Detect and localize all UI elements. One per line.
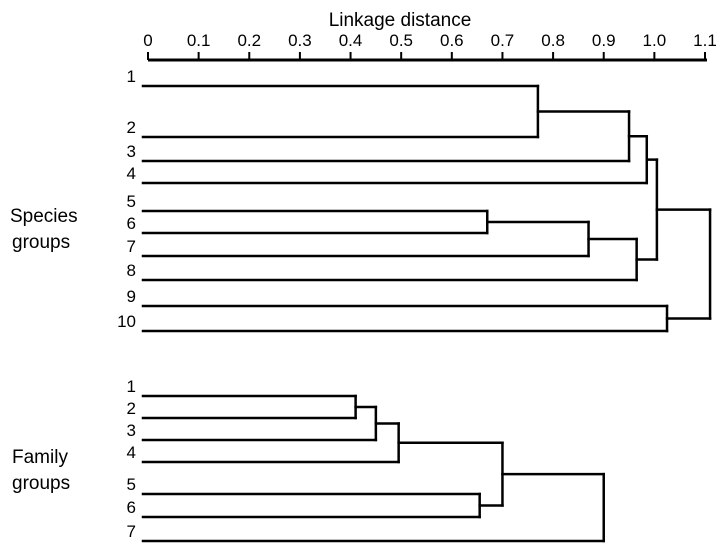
axis-ticks: 0 0.1 0.2 0.3 0.4 0.5 0.6 0.7 0.8 0.9 1.0 1.1 xyxy=(143,31,717,62)
species-dendrogram: 1 2 3 4 5 6 7 8 9 10 xyxy=(117,67,712,333)
family-dendrogram: 1 2 3 4 5 6 7 xyxy=(127,377,605,543)
axis-tick-label: 0 xyxy=(143,31,152,50)
species-leaf-label: 10 xyxy=(117,312,136,331)
family-leaf-label: 2 xyxy=(127,399,136,418)
axis-tick-label: 0.5 xyxy=(389,31,413,50)
species-leaf-label: 2 xyxy=(127,118,136,137)
family-group-label-line2: groups xyxy=(12,473,70,494)
family-leaf-label: 7 xyxy=(127,522,136,541)
family-leaf-label: 3 xyxy=(127,421,136,440)
species-group-label-line1: Species xyxy=(10,206,78,227)
family-leaf-label: 6 xyxy=(127,498,136,517)
species-leaf-label: 9 xyxy=(127,287,136,306)
axis-tick-label: 0.6 xyxy=(440,31,464,50)
species-leaf-label: 7 xyxy=(127,237,136,256)
species-group-label-line2: groups xyxy=(12,232,70,253)
species-leaf-label: 5 xyxy=(127,192,136,211)
species-leaf-label: 1 xyxy=(127,67,136,86)
axis-tick-label: 0.9 xyxy=(592,31,616,50)
family-leaf-label: 5 xyxy=(127,475,136,494)
family-group-label-line1: Family xyxy=(12,447,68,468)
axis-title: Linkage distance xyxy=(329,10,472,31)
species-leaf-label: 3 xyxy=(127,142,136,161)
axis-tick-label: 0.1 xyxy=(187,31,211,50)
axis-tick-label: 0.7 xyxy=(491,31,515,50)
axis-tick-label: 0.4 xyxy=(339,31,363,50)
axis-tick-label: 0.2 xyxy=(237,31,261,50)
axis-tick-label: 0.3 xyxy=(288,31,312,50)
family-leaf-label: 4 xyxy=(127,443,136,462)
axis-tick-label: 1.0 xyxy=(643,31,667,50)
species-leaf-label: 8 xyxy=(127,261,136,280)
family-leaf-label: 1 xyxy=(127,377,136,396)
species-leaf-label: 6 xyxy=(127,214,136,233)
species-leaf-label: 4 xyxy=(127,164,136,183)
axis-tick-label: 1.1 xyxy=(693,31,717,50)
axis-tick-label: 0.8 xyxy=(541,31,565,50)
